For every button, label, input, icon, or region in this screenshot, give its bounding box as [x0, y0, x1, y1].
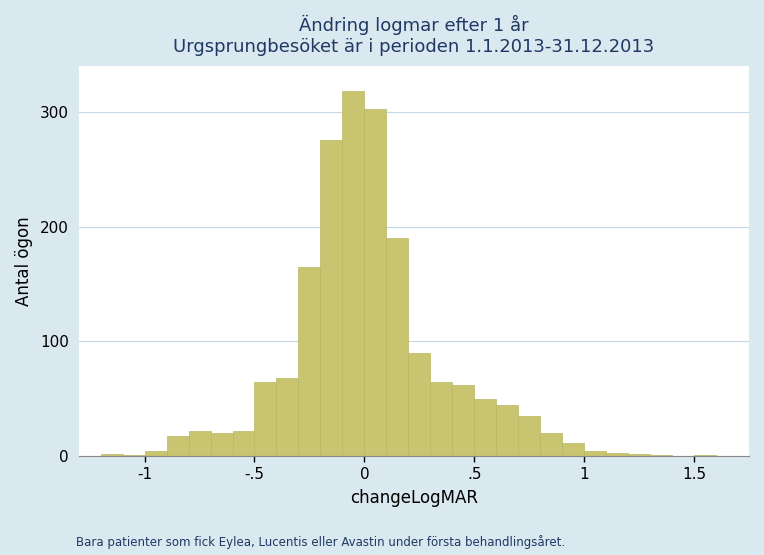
Bar: [474, 399, 497, 456]
Bar: [650, 455, 672, 456]
Bar: [167, 436, 189, 456]
Bar: [101, 454, 123, 456]
Bar: [628, 454, 650, 456]
Bar: [189, 431, 211, 456]
Bar: [299, 267, 320, 456]
Title: Ändring logmar efter 1 år
Urgsprungbesöket är i perioden 1.1.2013-31.12.2013: Ändring logmar efter 1 år Urgsprungbesök…: [173, 15, 655, 56]
Bar: [254, 382, 277, 456]
Bar: [562, 442, 584, 456]
Bar: [320, 140, 342, 456]
Bar: [364, 109, 387, 456]
Bar: [430, 382, 452, 456]
Bar: [540, 433, 562, 456]
Bar: [497, 405, 518, 456]
Bar: [408, 353, 430, 456]
Bar: [387, 238, 408, 456]
Bar: [144, 451, 167, 456]
Bar: [277, 378, 299, 456]
Bar: [518, 416, 540, 456]
Bar: [123, 455, 144, 456]
Bar: [694, 455, 716, 456]
Y-axis label: Antal ögon: Antal ögon: [15, 216, 33, 306]
Text: Bara patienter som fick Eylea, Lucentis eller Avastin under första behandlingsår: Bara patienter som fick Eylea, Lucentis …: [76, 536, 565, 549]
Bar: [232, 431, 254, 456]
Bar: [584, 451, 606, 456]
Bar: [452, 385, 474, 456]
Bar: [342, 91, 364, 456]
Bar: [211, 433, 232, 456]
X-axis label: changeLogMAR: changeLogMAR: [350, 489, 478, 507]
Bar: [606, 453, 628, 456]
